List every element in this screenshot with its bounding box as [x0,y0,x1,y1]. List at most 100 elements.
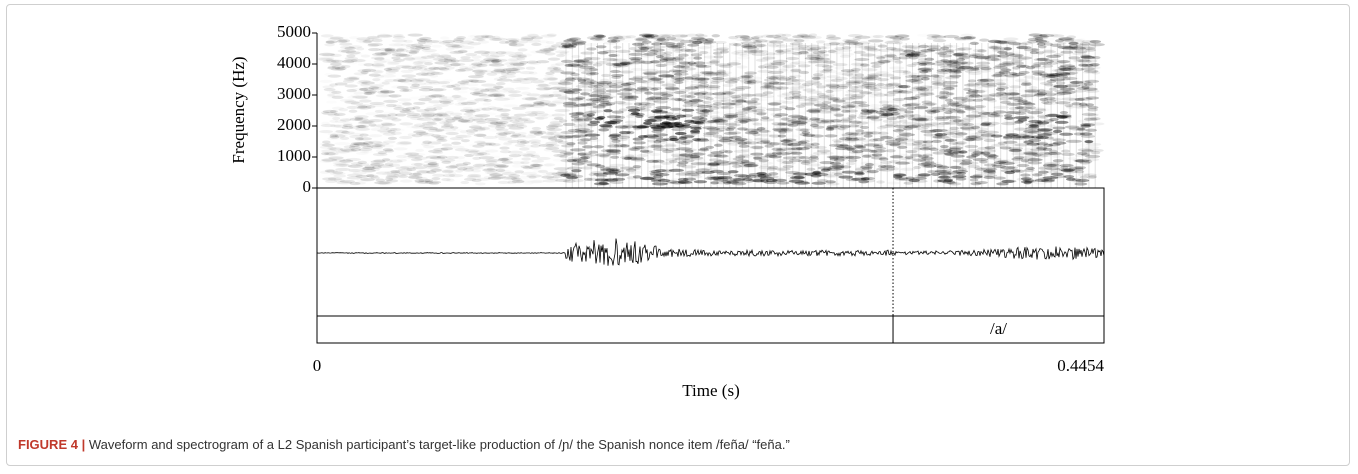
spectrogram-cell [330,63,342,66]
spectrogram-cell [579,134,588,137]
spectrogram-cell [893,98,905,101]
spectrogram-cell [481,35,490,38]
spectrogram-cell [792,79,805,82]
spectrogram-cell [341,50,356,53]
spectrogram-cell [329,120,338,123]
spectrogram-cell [536,84,551,87]
spectrogram-cell [537,157,551,160]
spectrogram-cell [1090,40,1101,43]
spectrogram-cell [563,90,575,93]
spectrogram-cell [618,136,630,139]
spectrogram-cell [321,158,337,161]
spectrogram-cell [945,139,957,142]
spectrogram-cell [380,126,390,129]
spectrogram-cell [421,70,436,73]
spectrogram-cell [776,159,786,162]
spectrogram-cell [959,126,974,129]
spectrogram-cell [1089,43,1105,46]
spectrogram-cell [916,127,928,130]
spectrogram-cell [347,174,363,177]
spectrogram-cell [699,83,709,86]
spectrogram-cell [420,95,432,98]
spectrogram-cell [485,159,499,162]
spectrogram-cell [837,42,846,45]
spectrogram-cell [336,40,347,43]
spectrogram-cell [486,121,498,124]
spectrogram-cell [546,127,555,130]
spectrogram-cell [795,142,809,145]
spectrogram-cell [422,141,432,144]
spectrogram-cell [1036,141,1049,144]
spectrogram-cell [506,72,516,75]
spectrogram-cell [620,71,636,74]
spectrogram-cell [374,142,390,145]
spectrogram-cell [826,127,834,130]
spectrogram-cell [977,85,992,88]
spectrogram-cell [548,58,560,61]
spectrogram-cell [515,144,526,147]
spectrogram-cell [677,98,686,101]
spectrogram-cell [853,137,866,140]
spectrogram-cell [415,149,424,152]
spectrogram-cell [651,170,661,173]
spectrogram-cell [408,175,420,178]
spectrogram-cell [413,102,425,105]
spectrogram-cell [835,124,849,127]
spectrogram-cell [445,111,454,114]
spectrogram-cell [1038,166,1046,169]
spectrogram-cell [430,156,446,159]
spectrogram-cell [521,179,531,182]
spectrogram-cell [489,143,501,146]
spectrogram-cell [895,34,910,37]
spectrogram-cell [771,75,785,78]
spectrogram-cell [821,46,830,49]
spectrogram-cell [1036,51,1044,54]
spectrogram-cell [361,144,372,147]
spectrogram-cell [1014,55,1022,58]
spectrogram-cell [433,128,442,131]
spectrogram-cell [610,156,619,159]
spectrogram-cell [737,135,746,138]
spectrogram-cell [586,98,601,101]
spectrogram-cell [798,160,810,163]
spectrogram-cell [1089,122,1105,125]
spectrogram-cell [483,103,492,106]
spectrogram-cell [474,72,485,75]
spectrogram-cell [512,164,523,167]
spectrogram-cell [683,178,696,181]
spectrogram-cell [474,134,487,137]
spectrogram-cell [371,176,380,179]
spectrogram-cell [603,109,612,112]
spectrogram-cell [1000,146,1012,149]
spectrogram-cell [679,137,688,140]
spectrogram-cell [397,105,406,108]
spectrogram-cell [383,111,396,114]
spectrogram-cell [483,164,498,167]
spectrogram-cell [971,174,987,177]
spectrogram-cell [915,94,929,97]
spectrogram-cell [509,154,521,157]
spectrogram-cell [697,34,707,37]
spectrogram-cell [394,147,408,150]
spectrogram-cell [539,144,554,147]
spectrogram-cell [732,180,745,183]
spectrogram-cell [322,112,337,115]
spectrogram-cell [526,67,536,70]
spectrogram-cell [804,98,817,101]
spectrogram-cell [796,147,810,150]
spectrogram-cell [895,111,907,114]
spectrogram-cell [376,171,391,174]
spectrogram-cell [752,179,764,182]
spectrogram-cell [356,125,369,128]
spectrogram-cell [401,43,413,46]
spectrogram-cell [433,148,448,151]
spectrogram-cell [373,159,385,162]
spectrogram-cell [681,165,696,168]
spectrogram-cell [1003,141,1017,144]
spectrogram-cell [977,79,989,82]
spectrogram-cell [1020,132,1032,135]
spectrogram-cell [460,181,469,184]
spectrogram-cell [368,119,383,122]
spectrogram-cell [873,35,884,38]
spectrogram-cell [966,91,978,94]
